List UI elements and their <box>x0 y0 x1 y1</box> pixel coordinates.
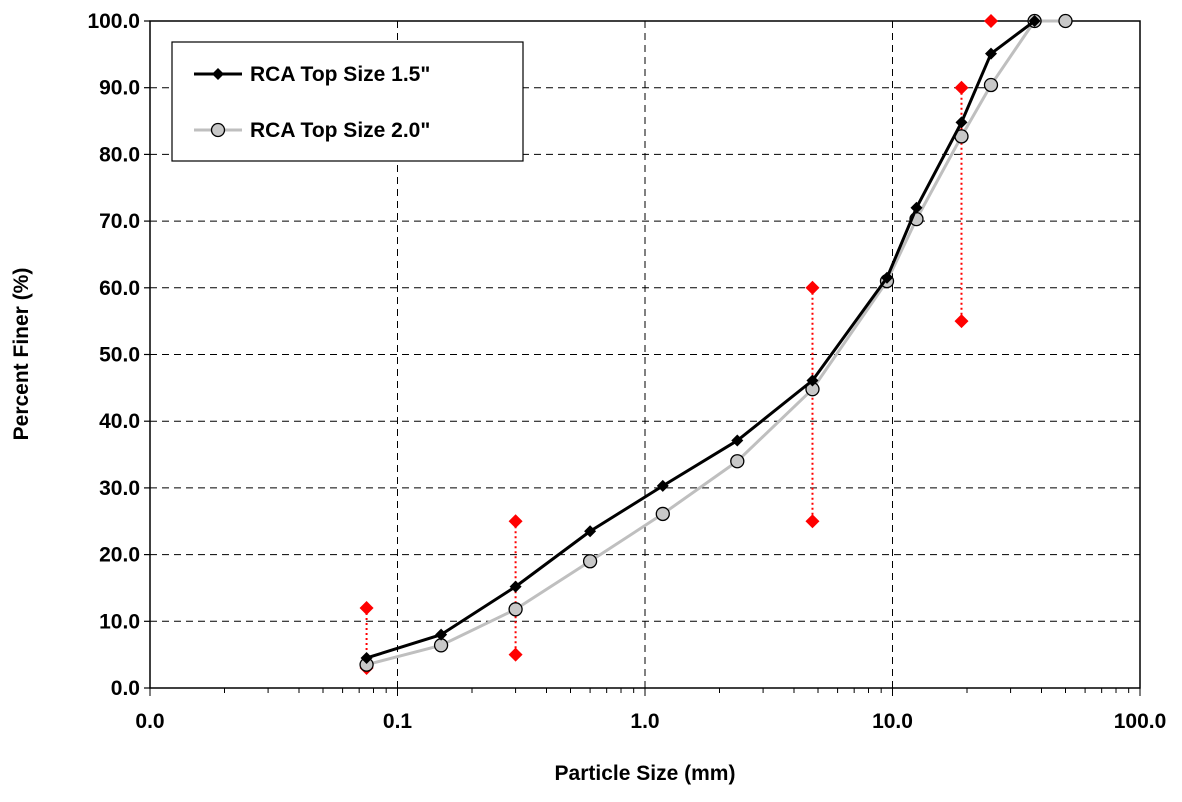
legend-marker <box>210 122 226 138</box>
data-point <box>508 602 523 617</box>
data-point <box>1028 15 1041 27</box>
legend-item-1: RCA Top Size 1.5" <box>194 63 430 86</box>
data-point <box>584 525 597 538</box>
spec-lower-marker <box>508 647 523 662</box>
y-tick-label: 30.0 <box>99 477 140 500</box>
legend-box <box>171 41 524 162</box>
y-tick-label: 70.0 <box>99 210 140 233</box>
y-tick-label: 80.0 <box>99 143 140 166</box>
data-point <box>880 271 893 284</box>
minor-ticks <box>144 20 1141 696</box>
series-line <box>366 19 1036 660</box>
x-tick-label: 1.0 <box>630 710 659 733</box>
x-tick-label: 10.0 <box>872 710 913 733</box>
data-point <box>655 506 670 522</box>
spec-upper-marker <box>983 14 998 28</box>
legend: RCA Top Size 1.5" RCA Top Size 2.0" <box>171 41 524 162</box>
data-point <box>435 628 448 641</box>
spec-upper-marker <box>359 600 374 615</box>
x-tick-label: 0.0 <box>135 710 164 733</box>
data-point <box>910 201 923 214</box>
data-point <box>360 651 373 664</box>
x-tick-label: 100.0 <box>1114 710 1167 733</box>
legend-label: RCA Top Size 1.5" <box>250 63 430 86</box>
data-point <box>656 479 669 492</box>
data-point <box>983 77 999 93</box>
data-point <box>984 47 997 60</box>
data-point <box>433 638 449 653</box>
spec-upper-marker <box>508 514 523 529</box>
y-tick-label: 40.0 <box>99 410 140 433</box>
y-tick-labels: 0.0 10.0 20.0 30.0 40.0 50.0 60.0 70.0 80.0 90.0 1… <box>87 10 140 700</box>
x-tick-label: 0.1 <box>383 710 413 733</box>
plot-area <box>149 20 1141 689</box>
data-point <box>806 374 819 387</box>
y-tick-label: 20.0 <box>99 544 140 567</box>
spec-lower-marker <box>954 314 969 329</box>
x-axis-title: Particle Size (mm) <box>555 762 736 785</box>
y-tick-label: 10.0 <box>99 610 140 633</box>
data-point <box>731 434 744 447</box>
legend-item-2: RCA Top Size 2.0" <box>194 119 430 142</box>
spec-lower-marker <box>805 514 820 529</box>
legend-marker <box>212 68 224 80</box>
series-2 <box>359 13 1073 672</box>
y-tick-label: 0.0 <box>111 677 140 700</box>
y-tick-label: 100.0 <box>87 10 140 33</box>
legend-label: RCA Top Size 2.0" <box>250 119 430 142</box>
data-point <box>509 580 522 593</box>
data-point <box>1058 13 1073 29</box>
data-point <box>730 454 745 469</box>
data-point <box>582 554 598 569</box>
spec-upper-marker <box>805 280 820 295</box>
data-series <box>359 13 1073 672</box>
y-tick-label: 60.0 <box>99 277 140 300</box>
y-axis-title: Percent Finer (%) <box>10 268 33 441</box>
data-point <box>955 116 968 129</box>
series-1 <box>360 15 1041 664</box>
y-tick-label: 90.0 <box>99 77 140 100</box>
y-tick-label: 50.0 <box>99 344 140 367</box>
spec-upper-marker <box>954 80 969 95</box>
x-tick-labels: 0.0 0.1 1.0 10.0 100.0 <box>135 710 1166 733</box>
